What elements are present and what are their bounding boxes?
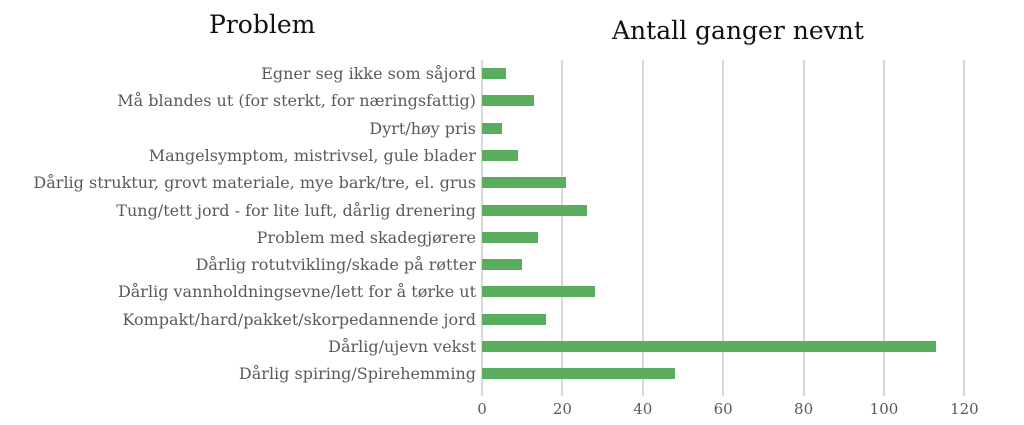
gridline [561, 60, 564, 396]
bar [482, 95, 535, 107]
bar [482, 68, 507, 79]
bar [482, 177, 567, 189]
x-tick-label: 40 [633, 400, 653, 418]
category-label: Egner seg ikke som såjord [261, 64, 476, 83]
category-label: Dårlig spiring/Spirehemming [238, 364, 476, 384]
bar [482, 313, 547, 325]
x-tick-label: 100 [869, 400, 899, 418]
bar [482, 259, 523, 271]
bar [482, 286, 595, 298]
gridline [802, 60, 805, 396]
gridline [883, 60, 885, 396]
chart-title: Antall ganger nevnt [612, 16, 864, 45]
category-label: Dårlig struktur, grovt materiale, mye ba… [33, 173, 476, 193]
x-tick-label: 60 [713, 400, 733, 418]
gridline [963, 60, 966, 396]
x-tick-label: 0 [477, 400, 487, 418]
bar [482, 122, 503, 134]
bar [482, 204, 587, 216]
category-label: Dårlig/ujevn vekst [328, 337, 476, 356]
bar [482, 368, 675, 380]
category-label: Tung/tett jord - for lite luft, dårlig d… [116, 200, 476, 220]
plot-area [481, 60, 981, 396]
gridline [641, 60, 644, 396]
category-label: Mangelsymptom, mistrivsel, gule blader [148, 145, 476, 165]
category-label: Dårlig rotutvikling/skade på røtter [195, 255, 476, 275]
gridline [722, 60, 725, 396]
y-axis-title: Problem [209, 10, 316, 39]
bar [482, 341, 937, 352]
y-axis-line [481, 60, 483, 396]
category-label: Problem med skadegjørere [256, 227, 476, 247]
category-label: Kompakt/hard/pakket/skorpedannende jord [122, 309, 476, 329]
x-tick-label: 80 [794, 400, 814, 418]
bar [482, 231, 539, 243]
category-label: Dyrt/høy pris [369, 118, 476, 138]
x-tick-label: 20 [552, 400, 572, 418]
category-label: Må blandes ut (for sterkt, for næringsfa… [117, 91, 476, 111]
category-label: Dårlig vannholdningsevne/lett for å tørk… [117, 282, 476, 302]
bar [482, 149, 519, 161]
x-tick-label: 120 [950, 400, 979, 418]
